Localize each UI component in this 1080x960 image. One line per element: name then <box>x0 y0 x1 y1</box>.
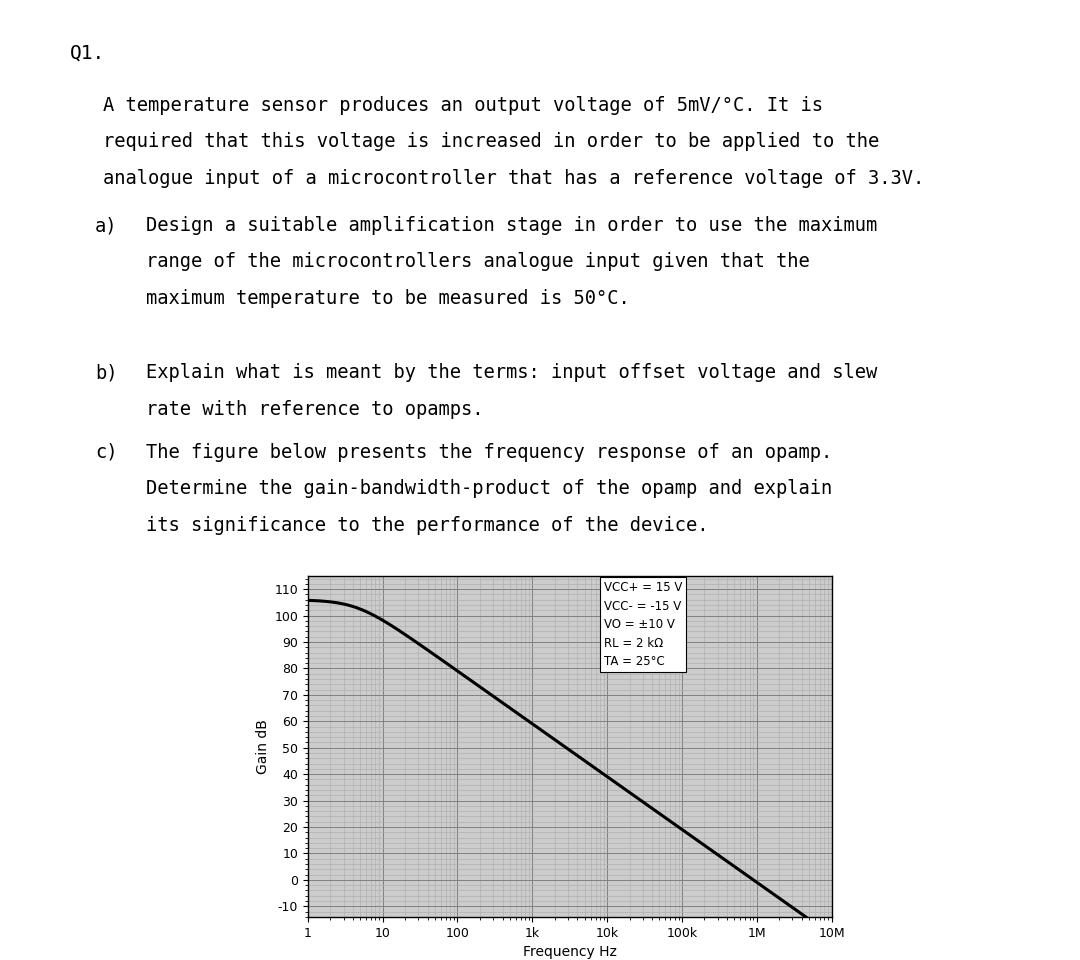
Text: c): c) <box>95 443 118 462</box>
Text: The figure below presents the frequency response of an opamp.: The figure below presents the frequency … <box>146 443 832 462</box>
X-axis label: Frequency Hz: Frequency Hz <box>523 945 617 959</box>
Text: A temperature sensor produces an output voltage of 5mV/°C. It is: A temperature sensor produces an output … <box>103 96 823 115</box>
Text: Design a suitable amplification stage in order to use the maximum: Design a suitable amplification stage in… <box>146 216 877 235</box>
Text: rate with reference to opamps.: rate with reference to opamps. <box>146 400 484 419</box>
Text: Q1.: Q1. <box>70 43 106 62</box>
Text: range of the microcontrollers analogue input given that the: range of the microcontrollers analogue i… <box>146 252 810 272</box>
Text: its significance to the performance of the device.: its significance to the performance of t… <box>146 516 708 535</box>
Text: VCC+ = 15 V
VCC- = -15 V
VO = ±10 V
RL = 2 kΩ
TA = 25°C: VCC+ = 15 V VCC- = -15 V VO = ±10 V RL =… <box>604 581 683 668</box>
Text: required that this voltage is increased in order to be applied to the: required that this voltage is increased … <box>103 132 879 152</box>
Text: Explain what is meant by the terms: input offset voltage and slew: Explain what is meant by the terms: inpu… <box>146 364 877 382</box>
Text: b): b) <box>95 364 118 382</box>
Text: Determine the gain-bandwidth-product of the opamp and explain: Determine the gain-bandwidth-product of … <box>146 479 832 498</box>
Text: analogue input of a microcontroller that has a reference voltage of 3.3V.: analogue input of a microcontroller that… <box>103 169 923 188</box>
Text: a): a) <box>95 216 118 235</box>
Text: maximum temperature to be measured is 50°C.: maximum temperature to be measured is 50… <box>146 289 630 308</box>
Y-axis label: Gain dB: Gain dB <box>256 719 270 774</box>
